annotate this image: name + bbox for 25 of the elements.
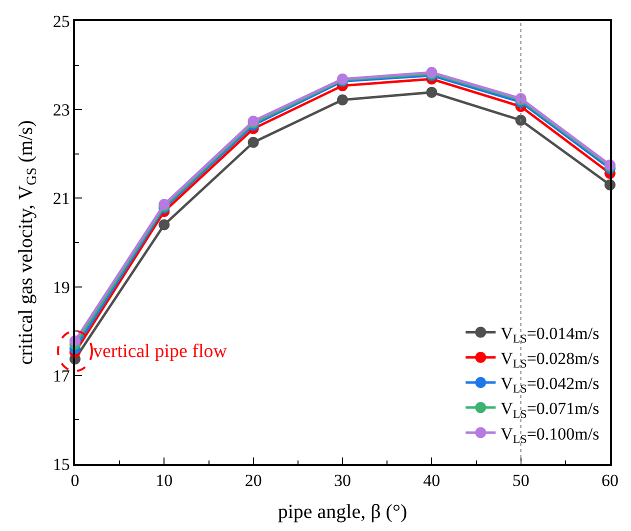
y-tick-label: 19	[52, 278, 70, 297]
y-tick-label: 15	[52, 454, 70, 474]
x-tick-label: 60	[602, 471, 618, 490]
y-tick-label: 21	[52, 189, 70, 208]
legend-label: V$_{LS}$=0.014m/s	[500, 324, 600, 346]
point	[515, 114, 526, 126]
point	[426, 86, 438, 98]
y-tick-label: 17	[52, 366, 70, 386]
point	[337, 94, 348, 106]
x-tick-label: 0	[70, 471, 80, 490]
x-tick-label: 30	[334, 471, 351, 490]
x-tick-label: 50	[512, 471, 530, 490]
y-tick-label: 25	[52, 12, 70, 31]
y-tick-label: 23	[52, 100, 70, 120]
legend-label: V$_{LS}$=0.100m/s	[500, 424, 600, 446]
point	[248, 136, 259, 148]
legend-label: V$_{LS}$=0.042m/s	[500, 374, 600, 396]
x-axis-title: pipe angle, β (°)	[278, 501, 408, 524]
x-tick-label: 10	[156, 471, 173, 490]
legend-label: V$_{LS}$=0.071m/s	[500, 399, 600, 421]
legend-label: V$_{LS}$=0.028m/s	[500, 348, 600, 371]
x-tick-label: 20	[244, 471, 262, 490]
annotation: vertical pipe flow	[93, 341, 228, 362]
x-tick-label: 40	[423, 471, 440, 490]
point	[158, 219, 170, 230]
